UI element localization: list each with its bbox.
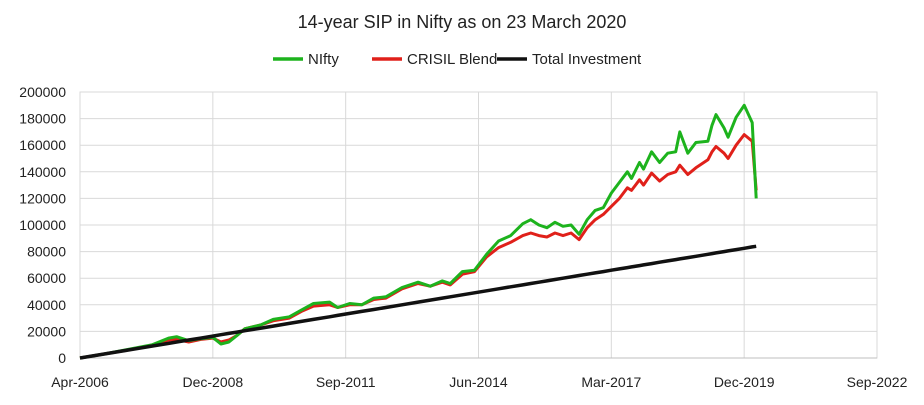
legend-label: NIfty	[308, 51, 339, 68]
x-tick-label: Dec-2008	[182, 374, 243, 390]
x-tick-label: Sep-2011	[316, 374, 376, 390]
y-tick-label: 0	[58, 350, 66, 366]
legend-label: CRISIL Blend	[407, 51, 497, 68]
y-tick-label: 60000	[27, 270, 66, 286]
y-tick-label: 120000	[19, 190, 66, 206]
x-tick-label: Jun-2014	[449, 374, 508, 390]
y-tick-label: 180000	[19, 111, 66, 127]
x-tick-label: Mar-2017	[581, 374, 641, 390]
legend: NIfty CRISIL Blend Total Investment	[273, 51, 642, 68]
y-tick-label: 80000	[27, 244, 66, 260]
y-tick-label: 20000	[27, 323, 66, 339]
series-line-crisil-blend	[79, 133, 758, 360]
x-tick-label: Apr-2006	[51, 374, 109, 390]
series-line-nifty	[79, 103, 758, 360]
legend-label: Total Investment	[532, 51, 642, 68]
chart-title: 14-year SIP in Nifty as on 23 March 2020	[298, 12, 627, 32]
y-tick-label: 40000	[27, 297, 66, 313]
y-tick-label: 160000	[19, 137, 66, 153]
y-tick-label: 140000	[19, 164, 66, 180]
series-lines	[79, 103, 758, 360]
grid	[79, 91, 878, 359]
x-tick-label: Sep-2022	[847, 374, 908, 390]
axes: 0 20000 40000 60000 80000 100000 120000 140000 1…	[19, 84, 907, 390]
x-tick-label: Dec-2019	[714, 374, 775, 390]
y-tick-label: 200000	[19, 84, 66, 100]
series-line-total-investment	[79, 244, 757, 360]
y-tick-label: 100000	[19, 217, 66, 233]
